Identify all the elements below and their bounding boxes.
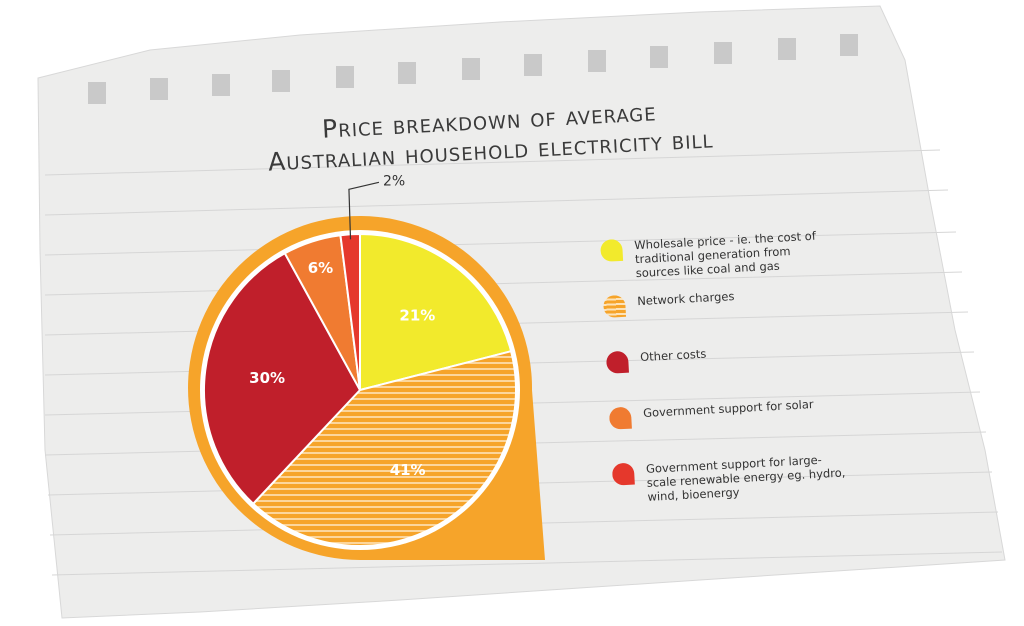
leader-line [348, 181, 380, 240]
pie-slice [203, 251, 362, 506]
legend: Wholesale price - ie. the cost of tradit… [600, 224, 914, 519]
legend-swatch [611, 462, 635, 486]
value-label: 6% [308, 259, 333, 277]
legend-swatch [608, 406, 632, 430]
pie-slice [359, 232, 513, 392]
pie-slice [251, 349, 517, 547]
holes [88, 34, 858, 104]
value-label: 21% [399, 307, 435, 325]
value-label: 2% [383, 173, 405, 189]
legend-box: Wholesale price - ie. the cost of tradit… [600, 224, 914, 519]
value-label: 41% [390, 461, 426, 479]
value-label: 30% [249, 369, 285, 387]
legend-swatch [600, 238, 624, 262]
legend-swatch [605, 350, 629, 374]
legend-swatch [602, 294, 627, 318]
